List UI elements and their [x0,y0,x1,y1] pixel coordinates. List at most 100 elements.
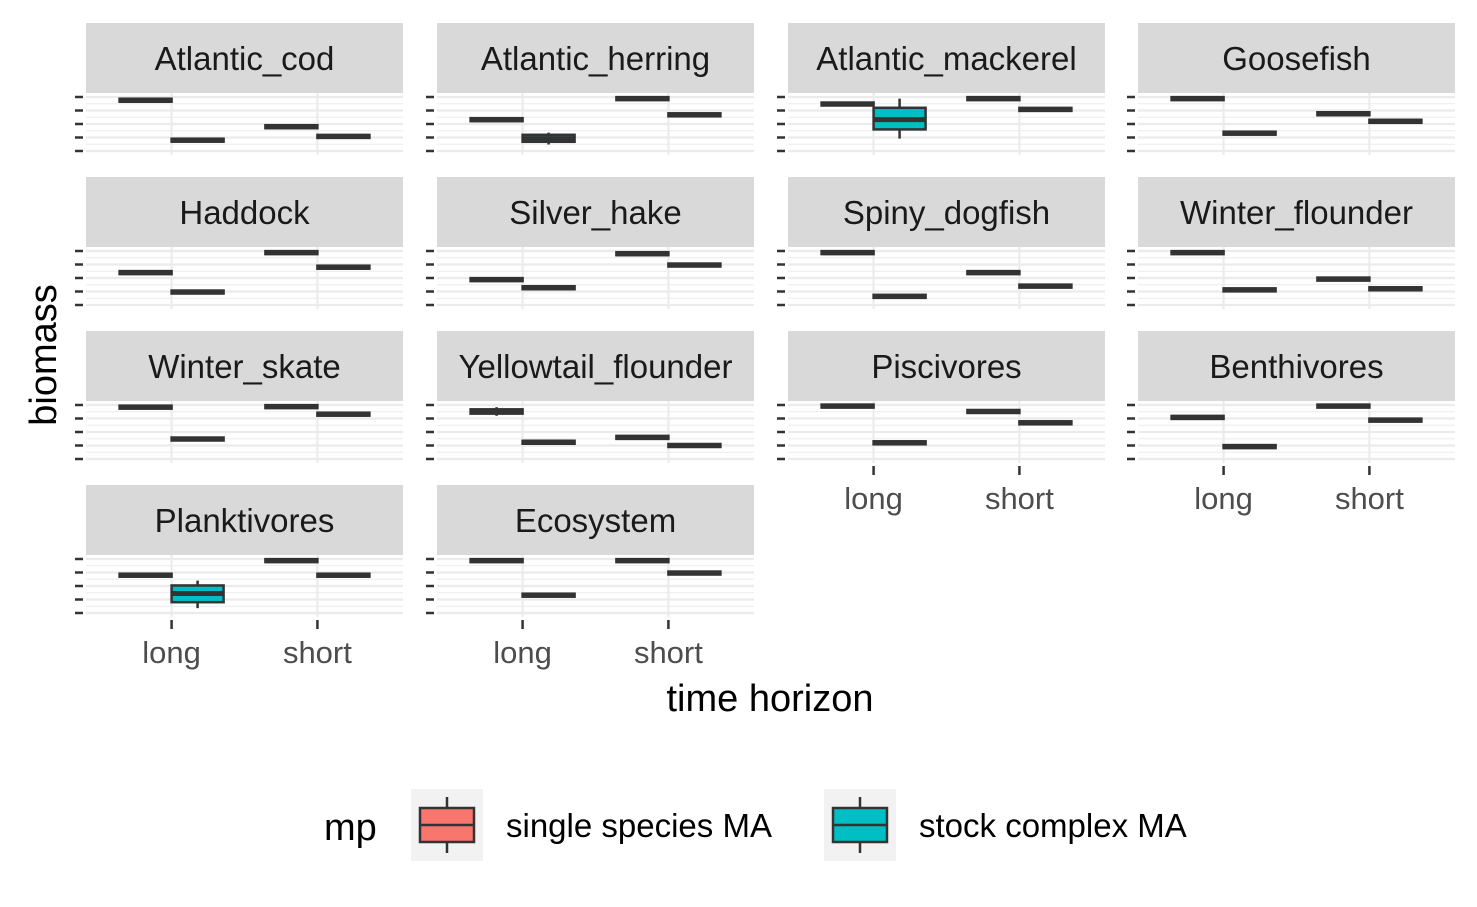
x-tick-label: short [634,635,703,670]
box-silver-hake-short-stock-complex-ma [667,262,722,268]
x-tick-label: long [493,635,552,670]
strip-winter-skate [86,331,403,401]
box-yellowtail-flounder-short-single-species-ma [615,434,670,441]
box-yellowtail-flounder-long-stock-complex-ma [521,439,576,446]
box-winter-skate-long-single-species-ma [118,404,173,410]
box-ecosystem-short-stock-complex-ma [667,570,722,576]
box-spiny-dogfish-short-single-species-ma [966,269,1021,276]
panel-benthivores: Benthivores [1127,331,1455,463]
strip-goosefish [1138,23,1455,93]
strip-label-winter-flounder: Winter_flounder [1180,194,1413,231]
box-atlantic-mackerel-long-stock-complex-ma [872,98,927,139]
box-haddock-long-single-species-ma [118,269,173,276]
box-piscivores-long-stock-complex-ma [872,440,927,446]
panel-goosefish: Goosefish [1127,23,1455,155]
strip-silver-hake [437,177,754,247]
panel-planktivores: Planktivores [75,485,403,617]
panel-atlantic-mackerel: Atlantic_mackerel [777,23,1105,155]
box-spiny-dogfish-short-stock-complex-ma [1018,283,1073,289]
box-ecosystem-long-stock-complex-ma [521,592,576,598]
box-silver-hake-long-single-species-ma [469,276,524,283]
box-haddock-short-stock-complex-ma [316,264,371,270]
strip-haddock [86,177,403,247]
panel-atlantic-cod: Atlantic_cod [75,23,403,155]
box-goosefish-short-single-species-ma [1316,110,1371,117]
box-silver-hake-long-stock-complex-ma [521,284,576,291]
strip-label-winter-skate: Winter_skate [148,348,341,385]
panel-ecosystem: Ecosystem [426,485,754,617]
box-haddock-short-single-species-ma [264,249,319,256]
strip-winter-flounder [1138,177,1455,247]
strip-label-atlantic-herring: Atlantic_herring [481,40,710,77]
box-atlantic-cod-long-stock-complex-ma [170,137,225,143]
box-winter-skate-long-stock-complex-ma [170,436,225,442]
box-spiny-dogfish-long-stock-complex-ma [872,293,927,300]
box-planktivores-long-single-species-ma [118,572,173,578]
box-piscivores-long-single-species-ma [820,403,875,409]
legend-label-stock-complex-ma: stock complex MA [919,807,1187,844]
legend: mp single species MA stock complex MA [324,789,1187,861]
box-atlantic-herring-short-single-species-ma [615,95,670,102]
strip-label-planktivores: Planktivores [155,502,335,539]
panel-yellowtail-flounder: Yellowtail_flounder [426,331,754,463]
box-atlantic-herring-long-stock-complex-ma [521,132,576,145]
strip-label-piscivores: Piscivores [871,348,1021,385]
x-tick-label: long [1194,481,1253,516]
y-axis-title: biomass [23,284,65,426]
strip-atlantic-cod [86,23,403,93]
strip-ecosystem [437,485,754,555]
legend-label-single-species-ma: single species MA [506,807,772,844]
box-goosefish-short-stock-complex-ma [1368,118,1423,125]
strip-label-benthivores: Benthivores [1209,348,1383,385]
box-ecosystem-long-single-species-ma [469,557,524,564]
strip-atlantic-herring [437,23,754,93]
box-atlantic-cod-short-stock-complex-ma [316,133,371,140]
x-axes: long short long short long short long short [142,466,1404,670]
box-piscivores-short-stock-complex-ma [1018,420,1073,426]
panel-winter-skate: Winter_skate [75,331,403,463]
strip-planktivores [86,485,403,555]
x-tick-label: short [283,635,352,670]
legend-title: mp [324,807,377,849]
panel-haddock: Haddock [75,177,403,309]
box-goosefish-long-stock-complex-ma [1222,130,1277,136]
x-tick-label: long [844,481,903,516]
panel-winter-flounder: Winter_flounder [1127,177,1455,309]
box-atlantic-mackerel-long-single-species-ma [820,101,875,107]
x-axis-title: time horizon [667,678,874,720]
box-goosefish-long-single-species-ma [1170,95,1225,102]
box-silver-hake-short-single-species-ma [615,250,670,257]
box-yellowtail-flounder-long-single-species-ma [469,407,524,416]
strip-yellowtail-flounder [437,331,754,401]
strip-spiny-dogfish [788,177,1105,247]
strip-label-goosefish: Goosefish [1222,40,1371,77]
box-piscivores-short-single-species-ma [966,408,1021,415]
x-tick-label: long [142,635,201,670]
box-haddock-long-stock-complex-ma [170,289,225,295]
box-benthivores-long-single-species-ma [1170,414,1225,421]
strip-label-spiny-dogfish: Spiny_dogfish [843,194,1050,231]
box-winter-skate-short-single-species-ma [264,403,319,410]
box-atlantic-herring-long-single-species-ma [469,116,524,123]
strip-label-atlantic-cod: Atlantic_cod [155,40,335,77]
box-planktivores-short-single-species-ma [264,557,319,564]
box-planktivores-short-stock-complex-ma [316,572,371,578]
legend-key-stock-complex-ma [824,789,896,861]
strip-label-atlantic-mackerel: Atlantic_mackerel [816,40,1076,77]
box-atlantic-mackerel-short-single-species-ma [966,95,1021,102]
strip-benthivores [1138,331,1455,401]
box-winter-skate-short-stock-complex-ma [316,411,371,417]
box-atlantic-mackerel-short-stock-complex-ma [1018,106,1073,113]
strip-atlantic-mackerel [788,23,1105,93]
panel-spiny-dogfish: Spiny_dogfish [777,177,1105,309]
strip-label-yellowtail-flounder: Yellowtail_flounder [459,348,733,385]
box-planktivores-long-stock-complex-ma [170,580,225,609]
box-winter-flounder-long-stock-complex-ma [1222,287,1277,293]
box-winter-flounder-long-single-species-ma [1170,249,1225,256]
box-winter-flounder-short-single-species-ma [1316,276,1371,282]
strip-label-haddock: Haddock [179,194,310,231]
panel-atlantic-herring: Atlantic_herring [426,23,754,155]
box-yellowtail-flounder-short-stock-complex-ma [667,442,722,449]
panel-silver-hake: Silver_hake [426,177,754,309]
